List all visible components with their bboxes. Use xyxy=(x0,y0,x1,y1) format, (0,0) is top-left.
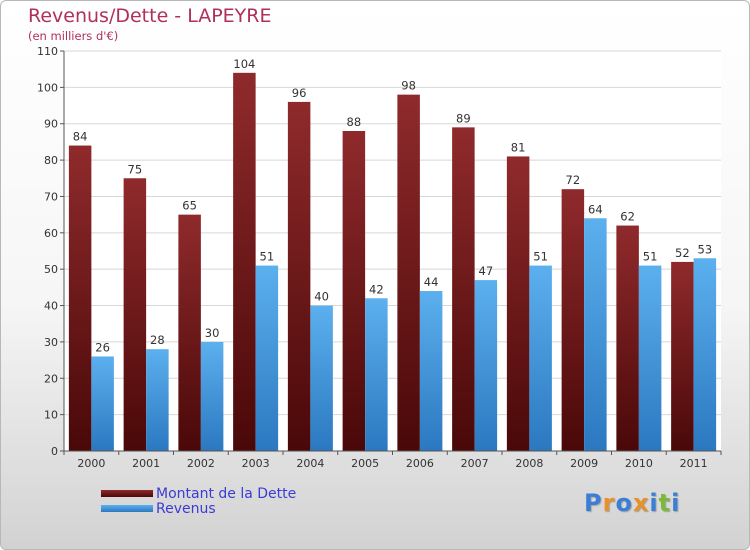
y-tick-label: 110 xyxy=(37,45,58,58)
logo-letter: i xyxy=(649,489,659,517)
proxiti-logo: Proxiti xyxy=(584,489,680,517)
data-label-dette-2011: 52 xyxy=(675,246,690,260)
data-label-dette-2007: 89 xyxy=(456,111,471,125)
y-tick-label: 100 xyxy=(37,81,58,94)
x-tick-label: 2011 xyxy=(680,457,708,470)
logo-letter: r xyxy=(602,489,616,517)
y-tick-label: 90 xyxy=(44,118,58,131)
bar-revenus-2004 xyxy=(310,305,333,451)
y-tick-label: 10 xyxy=(44,409,58,422)
bar-revenus-2009 xyxy=(584,218,607,451)
data-label-dette-2004: 96 xyxy=(292,86,307,100)
data-label-revenus-2009: 64 xyxy=(588,202,603,216)
data-label-revenus-2005: 42 xyxy=(369,282,384,296)
data-label-dette-2000: 84 xyxy=(73,130,88,144)
bar-revenus-2001 xyxy=(146,349,169,451)
plot-area xyxy=(64,51,721,451)
x-tick-label: 2002 xyxy=(187,457,215,470)
grid-lines xyxy=(64,50,721,416)
bar-dette-2005 xyxy=(342,131,366,451)
y-tick-label: 0 xyxy=(51,445,58,458)
bar-revenus-2011 xyxy=(693,258,717,451)
bars: 84 26 75 28 65 30 104 51 96 40 88 42 98 44 89 47 81 51 72 6… xyxy=(68,57,717,452)
x-tick-label: 2004 xyxy=(296,457,324,470)
bar-dette-2007 xyxy=(452,127,475,451)
bar-revenus-2000 xyxy=(91,356,114,451)
y-tick-label: 30 xyxy=(44,336,58,349)
bar-dette-2000 xyxy=(68,145,92,451)
x-tick-label: 2008 xyxy=(515,457,543,470)
y-tick-label: 60 xyxy=(44,227,58,240)
chart-title: Revenus/Dette - LAPEYRE xyxy=(28,5,272,27)
legend-swatch-revenus xyxy=(101,505,153,512)
data-label-dette-2003: 104 xyxy=(233,57,255,71)
y-tick-label: 80 xyxy=(44,154,58,167)
bar-revenus-2003 xyxy=(255,265,279,451)
x-tick-label: 2003 xyxy=(242,457,270,470)
data-label-revenus-2000: 26 xyxy=(95,340,110,354)
bar-revenus-2008 xyxy=(529,265,552,451)
data-label-revenus-2008: 51 xyxy=(533,250,548,264)
bar-dette-2003 xyxy=(233,72,256,452)
bar-dette-2008 xyxy=(506,156,530,452)
data-label-revenus-2004: 40 xyxy=(314,290,329,304)
bar-revenus-2006 xyxy=(419,291,443,451)
x-tick-label: 2010 xyxy=(625,457,653,470)
x-tick-label: 2000 xyxy=(77,457,105,470)
legend-label-revenus: Revenus xyxy=(156,501,216,517)
data-label-revenus-2011: 53 xyxy=(698,242,713,256)
data-label-dette-2008: 81 xyxy=(511,140,526,154)
bar-dette-2001 xyxy=(123,178,147,452)
plot-background xyxy=(64,51,721,451)
data-label-dette-2001: 75 xyxy=(128,162,143,176)
data-label-dette-2009: 72 xyxy=(566,173,581,187)
x-tick-label: 2007 xyxy=(461,457,489,470)
logo-letter: i xyxy=(671,489,681,517)
bar-revenus-2005 xyxy=(365,298,388,451)
y-tick-label: 20 xyxy=(44,372,58,385)
bar-dette-2011 xyxy=(671,261,694,451)
bar-dette-2006 xyxy=(397,94,420,452)
data-label-revenus-2003: 51 xyxy=(260,250,275,264)
logo-letter: P xyxy=(584,489,603,517)
bar-dette-2002 xyxy=(178,214,201,451)
y-tick-label: 50 xyxy=(44,263,58,276)
bar-revenus-2002 xyxy=(200,341,224,451)
x-tick-label: 2006 xyxy=(406,457,434,470)
data-label-revenus-2010: 51 xyxy=(643,250,658,264)
x-tick-label: 2001 xyxy=(132,457,160,470)
data-label-dette-2006: 98 xyxy=(401,79,416,93)
data-label-revenus-2007: 47 xyxy=(479,264,494,278)
y-tick-label: 70 xyxy=(44,190,58,203)
bar-dette-2009 xyxy=(561,189,585,451)
bar-revenus-2007 xyxy=(474,280,498,451)
logo-letter: x xyxy=(632,489,650,517)
data-label-revenus-2001: 28 xyxy=(150,333,165,347)
data-label-revenus-2006: 44 xyxy=(424,275,439,289)
data-label-dette-2005: 88 xyxy=(347,115,362,129)
logo-letter: o xyxy=(615,489,633,517)
data-label-dette-2010: 62 xyxy=(620,210,635,224)
logo-letter: t xyxy=(658,489,672,517)
y-tick-label: 40 xyxy=(44,300,58,313)
bar-dette-2004 xyxy=(287,101,311,451)
data-label-revenus-2002: 30 xyxy=(205,326,220,340)
chart-subtitle: (en milliers d'€) xyxy=(28,29,119,43)
x-tick-label: 2005 xyxy=(351,457,379,470)
x-axis: 2000 2001 2002 2003 2004 2005 2006 2007 2008 2009… xyxy=(63,450,722,470)
y-axis: 0 10 20 30 40 50 60 70 80 90 100 110 xyxy=(37,45,65,458)
data-label-dette-2002: 65 xyxy=(182,199,197,213)
legend-label-dette: Montant de la Dette xyxy=(156,486,297,502)
x-tick-label: 2009 xyxy=(570,457,598,470)
bar-dette-2010 xyxy=(616,225,639,451)
legend-swatch-dette xyxy=(101,490,153,497)
bar-revenus-2010 xyxy=(638,265,662,451)
